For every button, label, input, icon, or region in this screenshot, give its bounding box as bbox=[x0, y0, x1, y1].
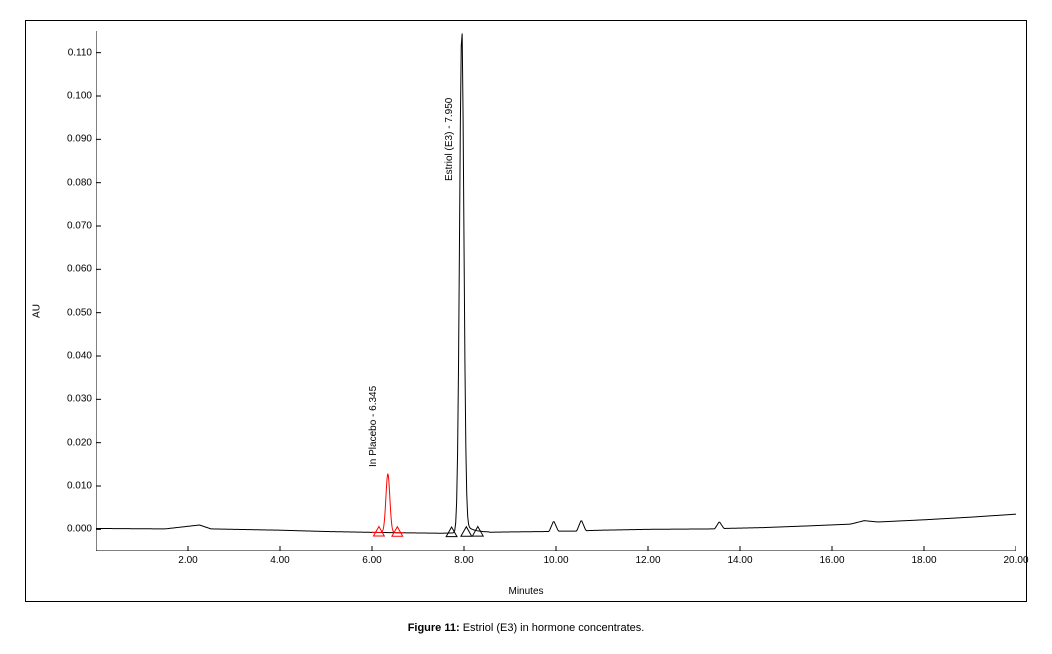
x-axis-label: Minutes bbox=[508, 586, 543, 597]
x-tick-label: 8.00 bbox=[454, 555, 473, 566]
plot-area: 0.0000.0100.0200.0300.0400.0500.0600.070… bbox=[96, 31, 1016, 551]
y-tick-label: 0.070 bbox=[67, 221, 92, 232]
x-tick-label: 10.00 bbox=[543, 555, 568, 566]
x-tick-label: 6.00 bbox=[362, 555, 381, 566]
y-tick-label: 0.110 bbox=[68, 47, 92, 58]
y-tick-label: 0.080 bbox=[67, 177, 92, 188]
x-tick-label: 14.00 bbox=[727, 555, 752, 566]
peak-label: In Placebo - 6.345 bbox=[368, 385, 379, 466]
y-tick-label: 0.000 bbox=[67, 524, 92, 535]
x-tick-label: 16.00 bbox=[819, 555, 844, 566]
x-tick-label: 2.00 bbox=[178, 555, 197, 566]
y-tick-label: 0.040 bbox=[67, 351, 92, 362]
y-tick-label: 0.090 bbox=[67, 134, 92, 145]
y-tick-label: 0.100 bbox=[67, 91, 92, 102]
x-tick-label: 4.00 bbox=[270, 555, 289, 566]
x-tick-label: 12.00 bbox=[635, 555, 660, 566]
y-tick-label: 0.030 bbox=[67, 394, 92, 405]
y-tick-label: 0.010 bbox=[67, 481, 92, 492]
caption-prefix: Figure 11: bbox=[408, 622, 460, 634]
y-axis-label: AU bbox=[31, 304, 42, 318]
y-tick-label: 0.020 bbox=[67, 437, 92, 448]
figure-caption: Figure 11: Estriol (E3) in hormone conce… bbox=[20, 622, 1032, 634]
y-tick-label: 0.050 bbox=[67, 307, 92, 318]
x-tick-label: 20.00 bbox=[1003, 555, 1028, 566]
chromatogram-chart: AU Minutes 0.0000.0100.0200.0300.0400.05… bbox=[25, 20, 1027, 602]
y-tick-label: 0.060 bbox=[67, 264, 92, 275]
plot-svg bbox=[96, 31, 1016, 551]
x-tick-label: 18.00 bbox=[911, 555, 936, 566]
caption-text: Estriol (E3) in hormone concentrates. bbox=[460, 622, 645, 634]
peak-label: Estriol (E3) - 7.950 bbox=[444, 97, 455, 180]
